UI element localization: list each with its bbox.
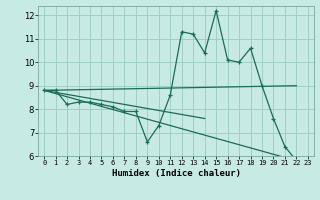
X-axis label: Humidex (Indice chaleur): Humidex (Indice chaleur) — [111, 169, 241, 178]
